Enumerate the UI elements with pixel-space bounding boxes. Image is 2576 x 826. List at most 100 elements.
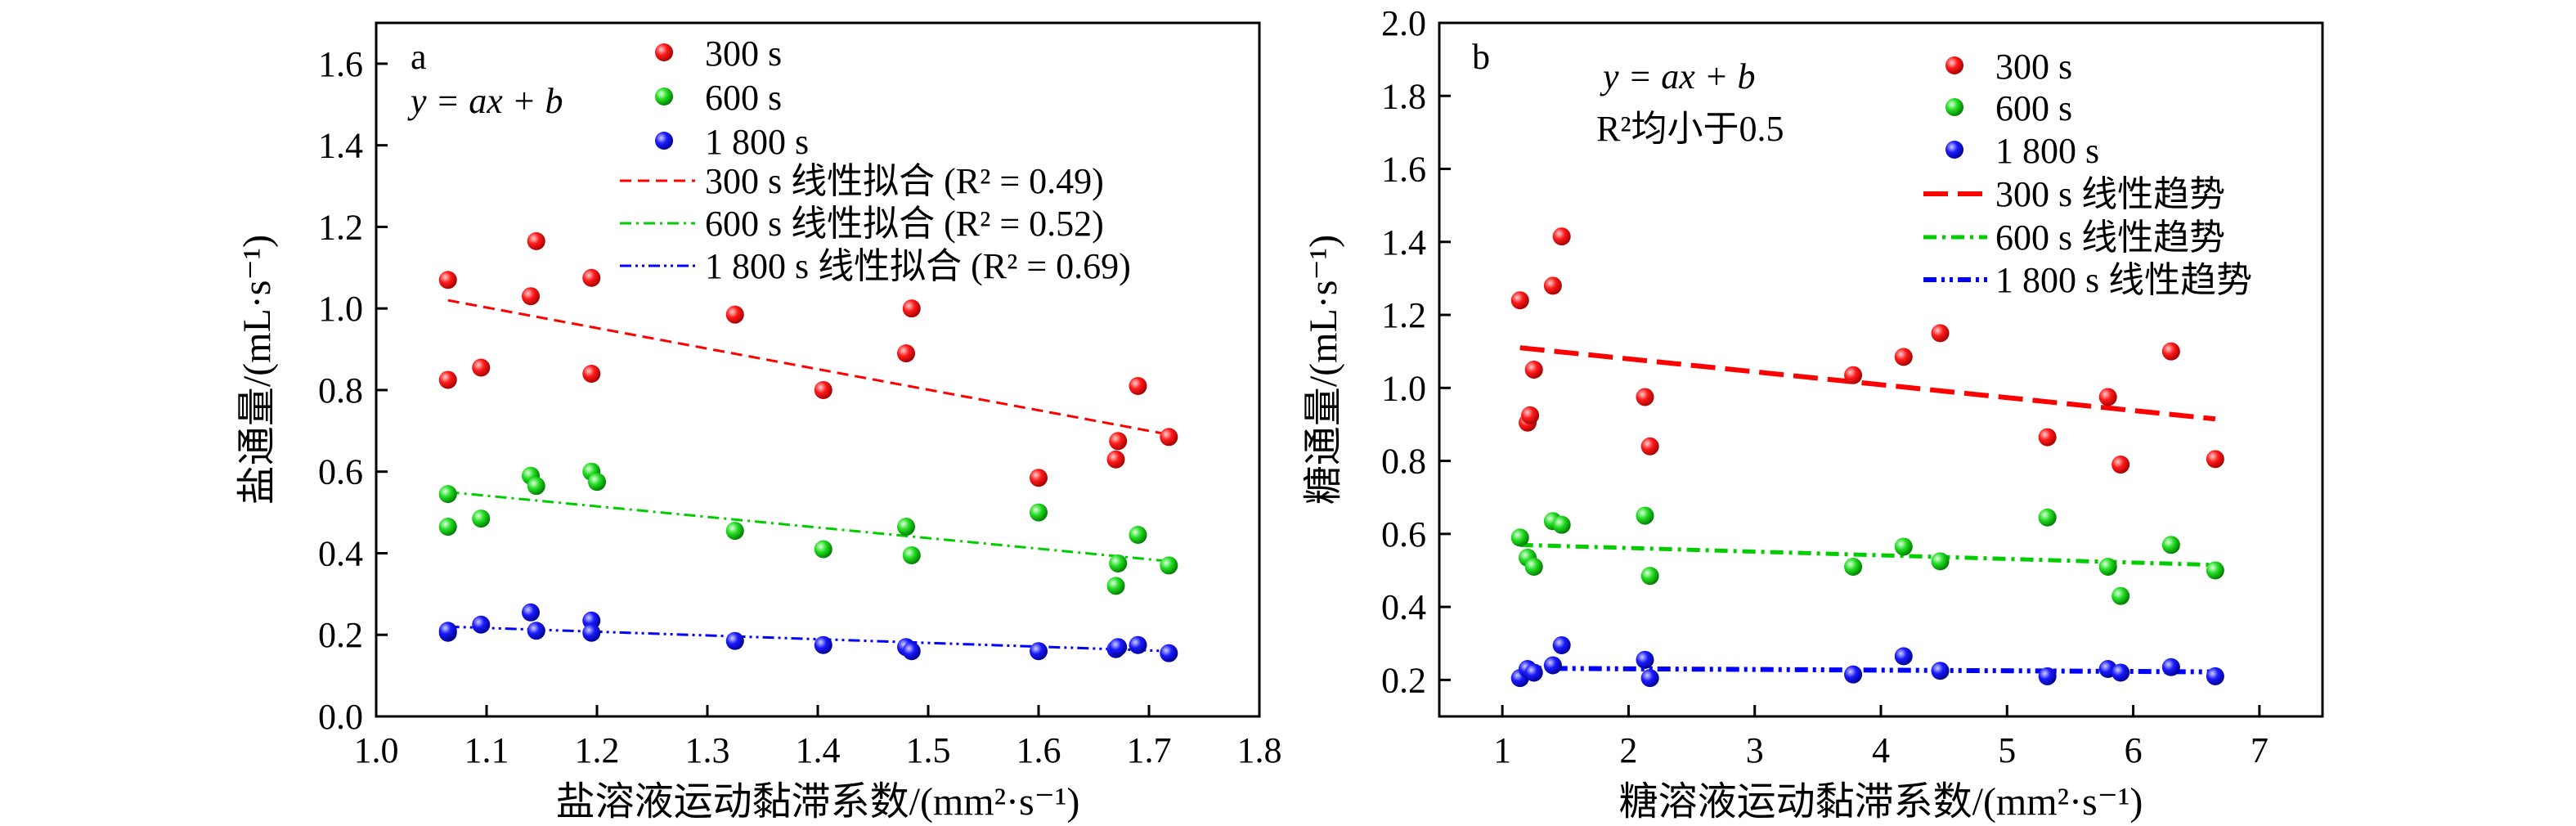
y-tick-label: 0.8 [1381,442,1426,482]
data-point-red [438,370,457,389]
legend-label: 600 s [1995,88,2072,128]
panel-b-y-ticks: 0.2 0.4 0.6 0.8 1.0 1.2 1.4 1.6 1.8 2.0 [1381,3,1451,700]
data-point-blue [1129,635,1147,654]
legend-label: 300 s 线性趋势 [1995,174,2225,214]
legend-a-1800s: 1 800 s [655,122,809,162]
legend-a-fit-600s: 600 s 线性拟合 (R² = 0.52) [620,204,1104,244]
legend-b-300s: 300 s [1945,47,2072,87]
data-point-red [1129,376,1147,395]
data-point-blue [814,635,832,654]
panel-a-x-axis-title: 盐溶液运动黏滞系数/(mm²·s⁻¹) [556,780,1080,824]
data-point-green [1552,515,1571,534]
data-point-red [1844,366,1863,384]
x-tick-label: 1.8 [1237,730,1282,770]
legend-label: 600 s 线性拟合 (R² = 0.52) [705,204,1104,244]
data-point-red [1640,437,1659,456]
legend-b-600s: 600 s [1945,88,2072,128]
legend-label: 300 s [705,34,782,74]
legend-a-600s: 600 s [655,78,782,118]
legend-marker-red [655,43,673,61]
x-tick-label: 1 [1493,730,1511,770]
data-point-red [1109,432,1128,451]
data-point-green [2161,536,2180,554]
data-point-blue [582,623,601,642]
legend-label: 1 800 s [705,122,809,162]
data-point-green [588,473,606,492]
legend-a-300s: 300 s [655,34,782,74]
fit-line-red [447,299,1172,437]
data-point-green [725,522,744,541]
panel-a-equation: y = ax + b [407,81,563,121]
data-point-red [1106,450,1125,469]
panel-b-plot-frame [1438,21,2324,718]
x-tick-label: 5 [1998,730,2016,770]
fit-line-blue [1519,666,2215,675]
legend-b-fit-600s: 600 s 线性趋势 [1923,218,2225,258]
y-tick-label: 0.4 [318,533,363,573]
data-point-blue [522,603,540,622]
data-point-red [582,268,601,287]
data-point-blue [1640,669,1659,688]
data-point-red [1030,469,1048,487]
x-tick-label: 1.0 [354,730,399,770]
data-point-red [1894,348,1913,366]
x-tick-label: 1.7 [1127,730,1172,770]
x-tick-label: 4 [1872,730,1890,770]
legend-label: 1 800 s 线性拟合 (R² = 0.69) [705,246,1131,286]
panel-b-x-ticks: 1 2 3 4 5 6 7 [1493,705,2269,770]
data-point-green [1640,567,1659,586]
panel-b-points [1510,227,2224,688]
x-tick-label: 1.3 [685,730,730,770]
data-point-red [1931,324,1950,343]
fit-line-green [1519,542,2215,568]
y-tick-label: 0.4 [1381,587,1426,627]
data-point-blue [902,642,921,661]
data-point-blue [1543,656,1562,675]
data-point-red [472,358,491,377]
data-point-red [814,380,832,399]
legend-marker-green [1945,98,1963,116]
data-point-blue [1552,635,1571,654]
y-tick-label: 0.2 [318,615,363,655]
data-point-blue [527,622,545,640]
legend-b-fit-1800s: 1 800 s 线性趋势 [1923,260,2252,300]
panel-a-chart: 1.0 1.1 1.2 1.3 1.4 1.5 1.6 1.7 1.8 0.0 0.2 0.4 0.6… [236,21,1282,824]
data-point-blue [472,615,491,634]
legend-label: 600 s 线性趋势 [1995,218,2225,258]
panel-b-r2-note: R²均小于0.5 [1596,109,1784,149]
fit-line-green [447,491,1172,563]
data-point-green [2038,508,2057,527]
data-point-red [582,364,601,383]
data-point-green [1030,503,1048,522]
data-point-green [814,540,832,559]
data-point-blue [1894,647,1913,666]
data-point-green [1160,556,1178,575]
data-point-blue [1160,644,1178,662]
data-point-green [438,485,457,504]
y-tick-label: 0.8 [318,370,363,411]
x-tick-label: 2 [1619,730,1637,770]
y-tick-label: 1.2 [318,207,363,247]
data-point-red [1160,428,1178,447]
data-point-red [725,305,744,324]
panel-b-equation: y = ax + b [1600,56,1755,97]
legend-b-fit-300s: 300 s 线性趋势 [1923,174,2225,214]
data-point-red [527,231,545,250]
data-point-green [1129,526,1147,545]
data-point-red [2098,388,2117,406]
panel-a-x-ticks: 1.0 1.1 1.2 1.3 1.4 1.5 1.6 1.7 1.8 [354,705,1282,770]
data-point-blue [1931,662,1950,680]
panel-a-y-axis-title: 盐通量/(mL·s⁻¹) [236,235,279,505]
data-point-green [1106,577,1125,595]
data-point-blue [1636,650,1654,669]
data-point-red [1552,227,1571,246]
y-tick-label: 1.4 [1381,222,1426,263]
panel-b-y-axis-title: 糖通量/(mL·s⁻¹) [1302,235,1345,505]
data-point-red [2112,456,2130,474]
data-point-red [2038,428,2057,447]
data-point-blue [2038,667,2057,685]
legend-marker-blue [1945,141,1963,159]
y-tick-label: 1.6 [318,44,363,84]
data-point-red [902,299,921,318]
